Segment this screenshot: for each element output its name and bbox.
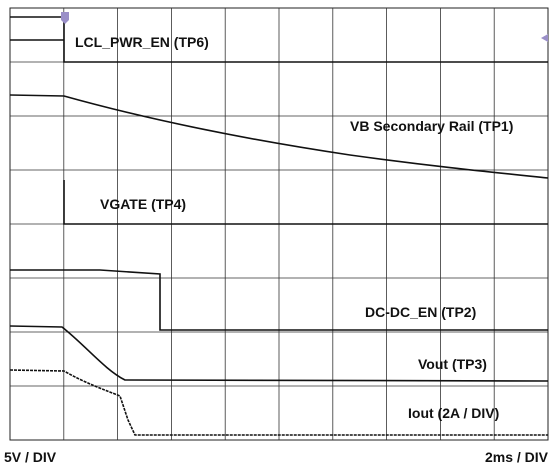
trace-vgate <box>63 180 548 225</box>
trace-vout <box>9 325 549 382</box>
vertical-scale: 5V / DIV <box>4 449 57 465</box>
trace-label: DC-DC_EN (TP2) <box>365 304 476 320</box>
trace-vb <box>9 94 549 179</box>
level-marker <box>541 34 548 42</box>
trigger-marker <box>61 12 69 24</box>
trace-label: Iout (2A / DIV) <box>408 405 499 421</box>
trace-label: Vout (TP3) <box>418 356 487 372</box>
trace-iout <box>9 369 548 436</box>
waveforms <box>9 16 549 436</box>
trace-dcdc-en <box>10 269 548 331</box>
trace-label: VB Secondary Rail (TP1) <box>350 118 513 134</box>
trace-label: LCL_PWR_EN (TP6) <box>75 34 209 50</box>
time-scale: 2ms / DIV <box>485 449 549 465</box>
trace-label: VGATE (TP4) <box>100 196 186 212</box>
